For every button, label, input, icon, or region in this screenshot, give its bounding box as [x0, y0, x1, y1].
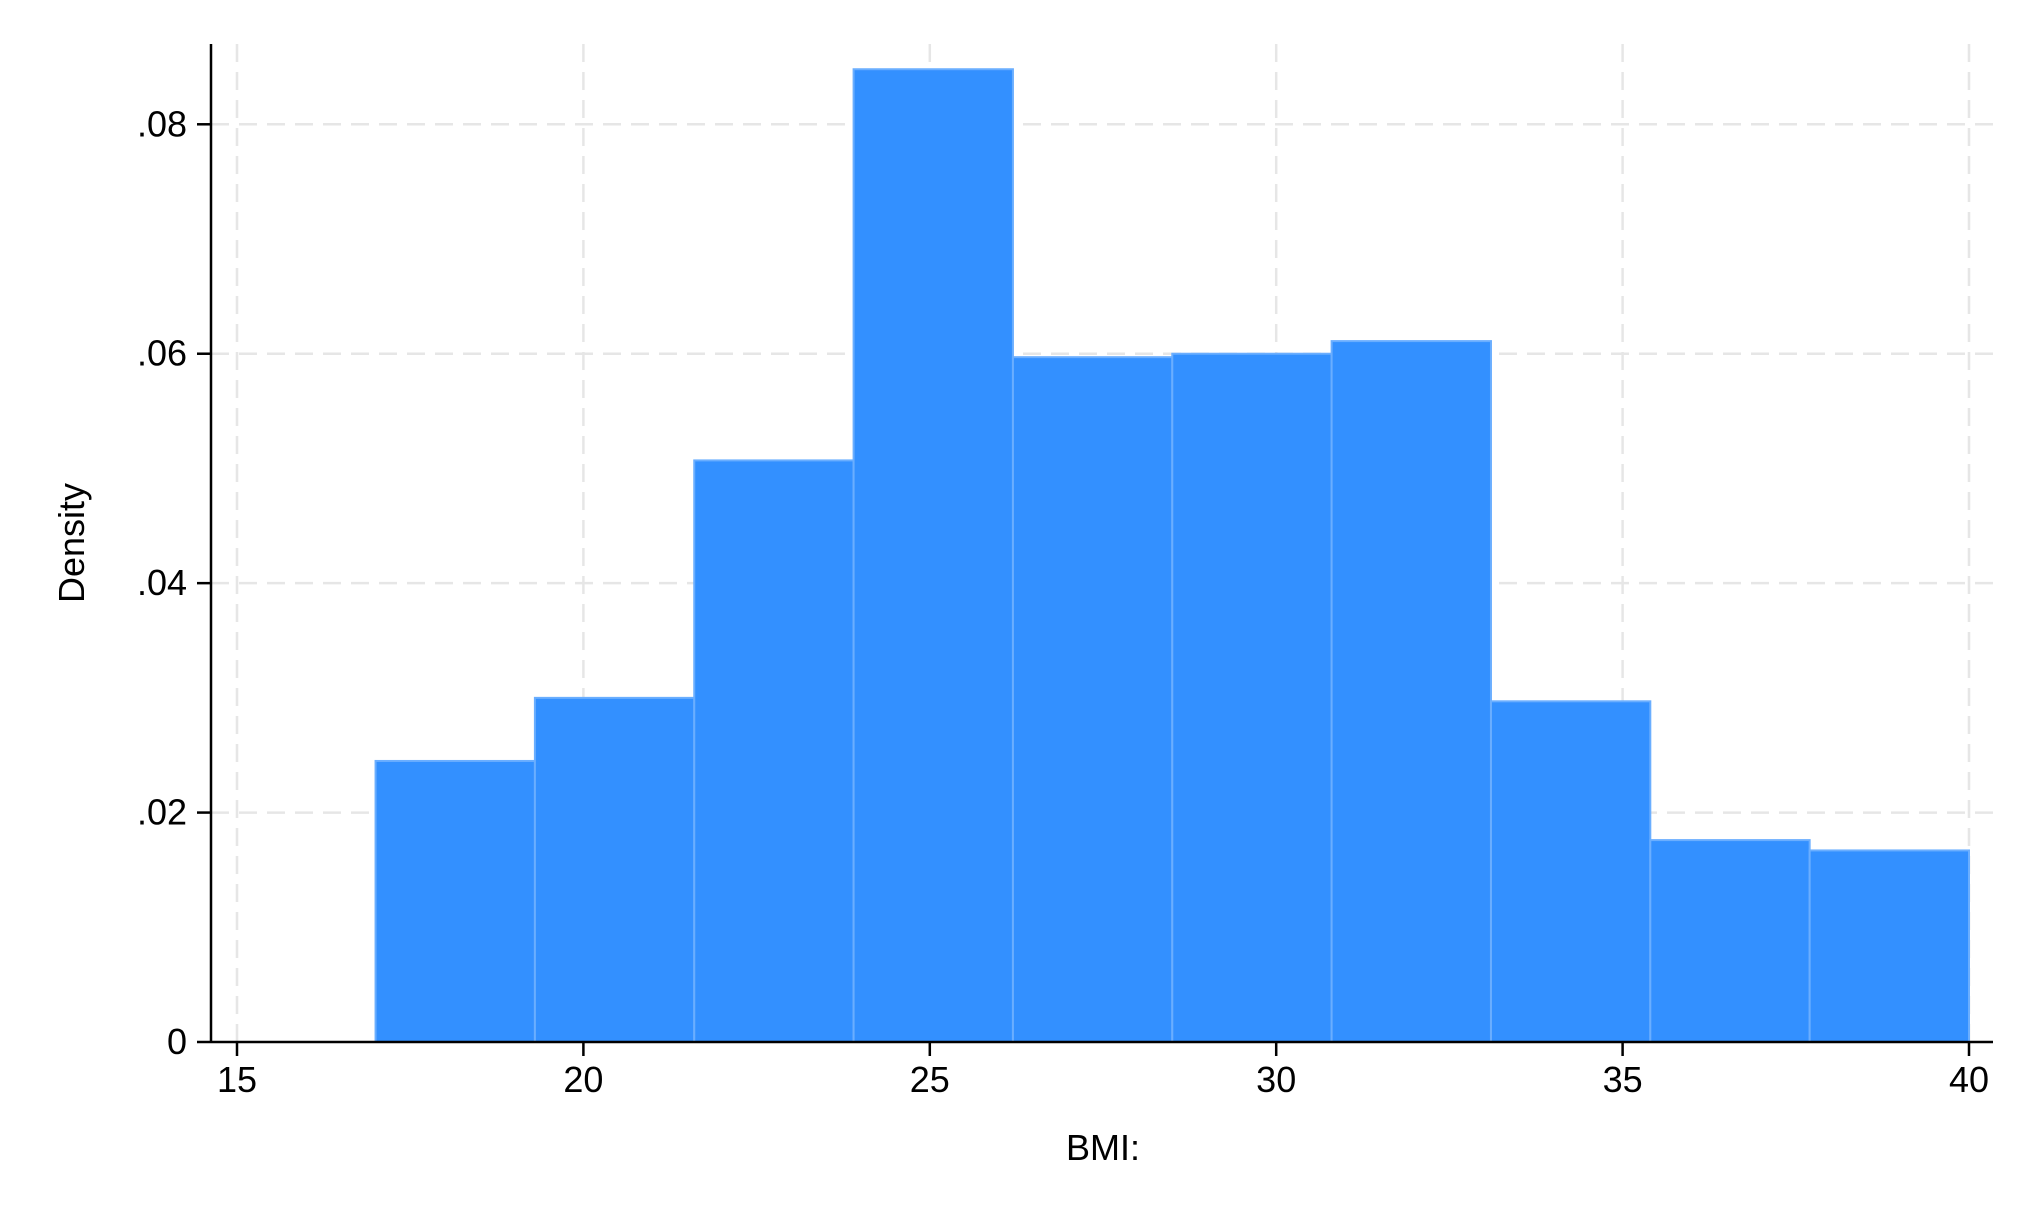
- histogram-bar: [374, 759, 536, 1044]
- histogram-bar: [1011, 356, 1174, 1043]
- histogram-bar: [1808, 849, 1970, 1043]
- x-tick-label: 40: [1949, 1059, 1989, 1100]
- y-axis-ticks: 0 .02 .04 .06 .08: [137, 103, 211, 1062]
- x-tick-label: 15: [217, 1059, 257, 1100]
- histogram-bar: [852, 68, 1014, 1044]
- y-tick-label: .06: [137, 333, 187, 374]
- x-tick-label: 30: [1256, 1059, 1296, 1100]
- x-axis-ticks: 15 20 25 30 35 40: [217, 1042, 1989, 1100]
- histogram-bars: [374, 68, 1970, 1044]
- y-tick-label: .04: [137, 562, 187, 603]
- histogram-bar: [533, 696, 696, 1043]
- x-tick-label: 35: [1603, 1059, 1643, 1100]
- y-tick-label: .08: [137, 103, 187, 144]
- x-axis-title: BMI:: [1066, 1127, 1140, 1168]
- x-tick-label: 25: [910, 1059, 950, 1100]
- histogram-bar: [1649, 839, 1811, 1044]
- histogram-bar: [1489, 700, 1652, 1044]
- y-axis-title: Density: [51, 483, 92, 603]
- axes: [209, 44, 1993, 1044]
- y-tick-label: 0: [167, 1021, 187, 1062]
- histogram-bar: [1171, 352, 1333, 1044]
- histogram-bar: [1330, 340, 1492, 1043]
- x-tick-label: 20: [563, 1059, 603, 1100]
- y-tick-label: .02: [137, 792, 187, 833]
- histogram-bar: [693, 459, 855, 1043]
